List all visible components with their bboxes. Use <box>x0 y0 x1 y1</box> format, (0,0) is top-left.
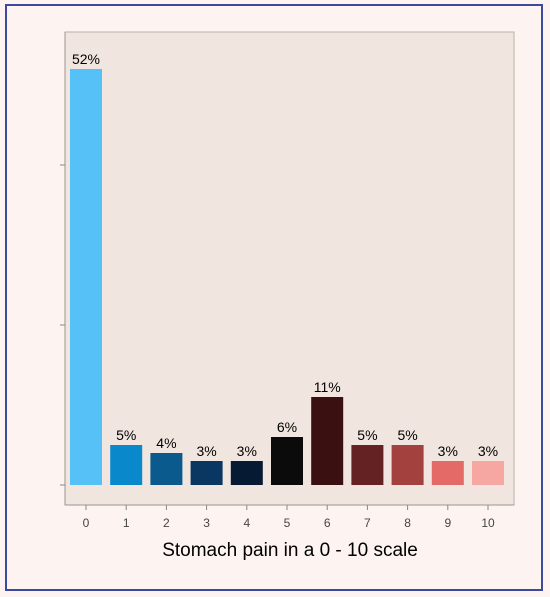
x-tick-label-4: 4 <box>243 516 250 530</box>
bar-9 <box>431 461 464 485</box>
x-tick-label-8: 8 <box>404 516 411 530</box>
bar-10 <box>472 461 504 485</box>
bar-1 <box>110 445 143 485</box>
bar-5 <box>271 437 303 485</box>
x-tick-label-5: 5 <box>284 516 291 530</box>
data-label-9: 3% <box>438 443 458 459</box>
data-label-4: 3% <box>237 443 257 459</box>
x-tick-label-10: 10 <box>481 516 495 530</box>
data-label-5: 6% <box>277 419 297 435</box>
plot-area <box>64 31 515 506</box>
bar-8 <box>391 445 424 485</box>
x-tick-label-2: 2 <box>163 516 170 530</box>
x-tick-label-9: 9 <box>444 516 451 530</box>
data-label-2: 4% <box>156 435 176 451</box>
bar-3 <box>190 461 223 485</box>
data-label-10: 3% <box>478 443 498 459</box>
bar-7 <box>351 445 384 485</box>
x-tick-label-7: 7 <box>364 516 371 530</box>
data-label-6: 11% <box>314 379 341 395</box>
x-tick-label-3: 3 <box>203 516 210 530</box>
bar-6 <box>311 397 344 485</box>
bar-2 <box>150 453 183 485</box>
x-tick-label-0: 0 <box>83 516 90 530</box>
bar-0 <box>70 69 102 485</box>
x-tick-label-6: 6 <box>324 516 331 530</box>
bar-4 <box>230 461 263 485</box>
data-label-7: 5% <box>357 427 377 443</box>
data-label-3: 3% <box>196 443 216 459</box>
x-tick-label-1: 1 <box>123 516 130 530</box>
data-label-1: 5% <box>116 427 136 443</box>
data-label-8: 5% <box>397 427 417 443</box>
x-axis-title: Stomach pain in a 0 - 10 scale <box>162 540 418 561</box>
data-label-0: 52% <box>72 51 100 67</box>
